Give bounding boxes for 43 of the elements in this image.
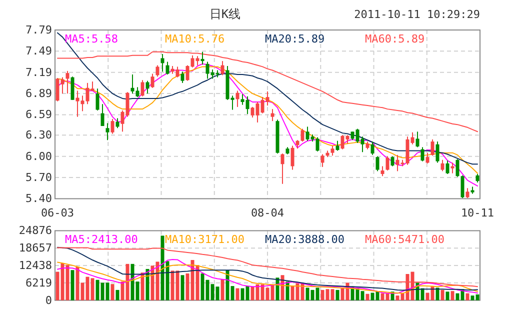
y-tick-label: 7.19 (26, 66, 52, 79)
text: MA20:3888.00 (265, 233, 344, 246)
chart-subtitle: 2011-10-11 10:29:29 (354, 8, 480, 21)
x-tick-label: 08-04 (250, 206, 284, 220)
x-tick-label: 06-03 (40, 206, 74, 220)
y-tick-label: 7.49 (26, 44, 52, 58)
text: MA5:5.58 (65, 32, 118, 46)
bar (336, 290, 340, 300)
y-tick-label: 6.89 (26, 87, 52, 100)
series-label: MA10:3171.00 (165, 233, 244, 246)
bar (116, 290, 120, 300)
bar (236, 288, 240, 300)
y-tick-label: 6.59 (26, 108, 52, 122)
text: MA20:5.89 (265, 32, 325, 46)
bar (436, 288, 440, 300)
y-tick-label: 6.30 (26, 128, 52, 142)
y-tick-label: 12438 (18, 259, 52, 272)
bar (366, 294, 370, 300)
line-series (57, 32, 478, 165)
y-tick-label: 18657 (18, 242, 52, 255)
bar (70, 270, 74, 300)
bar (220, 279, 224, 300)
chart-title: 日K线 (209, 7, 241, 21)
bar (446, 292, 450, 300)
y-tick-label: 24876 (18, 224, 52, 238)
text: MA10:5.76 (165, 32, 225, 46)
y-tick-label: 7.79 (26, 24, 52, 36)
bar (450, 291, 454, 300)
y-tick-label: 5.40 (26, 192, 52, 206)
y-tick-label: 5.70 (26, 171, 52, 184)
bar (440, 290, 444, 300)
bar (180, 275, 184, 300)
bar (110, 284, 114, 300)
y-tick-label: 0 (45, 294, 52, 307)
series-label: MA5:2413.00 (65, 233, 138, 246)
text: MA60:5471.00 (365, 233, 444, 246)
text: MA60:5.89 (365, 32, 425, 46)
bar (466, 293, 470, 300)
y-tick-label: 6219 (26, 276, 52, 290)
y-tick-label: 6.00 (26, 150, 52, 163)
x-tick-label: 10-11 (460, 206, 494, 220)
bar (140, 272, 144, 300)
line-series (57, 51, 478, 132)
